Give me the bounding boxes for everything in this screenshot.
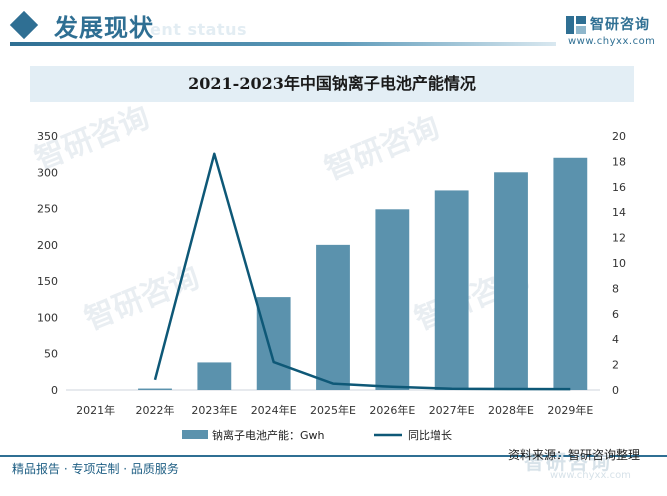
y-left-tick-label: 350 bbox=[37, 130, 58, 143]
footer-slogan: 精品报告 · 专项定制 · 品质服务 bbox=[12, 462, 179, 476]
y-left-tick-label: 300 bbox=[37, 166, 58, 179]
x-tick-label: 2027年E bbox=[429, 403, 475, 417]
y-right-tick-label: 4 bbox=[612, 333, 619, 346]
legend-label-capacity: 钠离子电池产能：Gwh bbox=[212, 428, 325, 442]
brand: 智研咨询 www.chyxx.com bbox=[566, 12, 662, 52]
bar bbox=[316, 244, 350, 390]
legend-label-growth: 同比增长 bbox=[408, 428, 452, 442]
x-tick-label: 2022年 bbox=[136, 403, 175, 417]
chart-title-band: 2021-2023年中国钠离子电池产能情况 bbox=[30, 66, 634, 102]
y-left-tick-label: 100 bbox=[37, 311, 58, 324]
y-left-tick-label: 150 bbox=[37, 275, 58, 288]
y-right-tick-label: 20 bbox=[612, 130, 626, 143]
y-right-tick-label: 2 bbox=[612, 359, 619, 372]
y-right-tick-label: 12 bbox=[612, 232, 626, 245]
footer-source-block: 智研咨询 www.chyxx.com 资料来源：智研咨询整理 bbox=[488, 446, 664, 490]
y-right-tick-label: 18 bbox=[612, 155, 626, 168]
section-subtitle-watermark: ent status bbox=[150, 20, 247, 39]
x-tick-label: 2028年E bbox=[488, 403, 534, 417]
y-left-tick-label: 250 bbox=[37, 203, 58, 216]
bar bbox=[553, 157, 588, 390]
watermark-text: 智研咨询 bbox=[320, 110, 444, 187]
watermark-text: 智研咨询 bbox=[80, 260, 204, 337]
header-rule bbox=[10, 42, 556, 46]
bar bbox=[197, 362, 232, 390]
bar bbox=[256, 297, 291, 390]
brand-url: www.chyxx.com bbox=[568, 36, 656, 47]
y-right-tick-label: 16 bbox=[612, 181, 626, 194]
x-tick-label: 2025年E bbox=[310, 403, 356, 417]
x-tick-label: 2029年E bbox=[547, 403, 593, 417]
brand-name: 智研咨询 bbox=[590, 17, 650, 33]
bar bbox=[138, 388, 172, 390]
y-right-tick-label: 6 bbox=[612, 308, 619, 321]
bar bbox=[375, 209, 410, 390]
y-right-tick-label: 10 bbox=[612, 257, 626, 270]
y-right-tick-label: 14 bbox=[612, 206, 626, 219]
y-left-tick-label: 200 bbox=[37, 239, 58, 252]
chart-title: 2021-2023年中国钠离子电池产能情况 bbox=[188, 74, 476, 93]
legend: 钠离子电池产能：Gwh 同比增长 bbox=[182, 428, 452, 442]
bar bbox=[434, 190, 469, 390]
growth-line bbox=[153, 152, 571, 391]
header: 发展现状 ent status 智研咨询 www.chyxx.com bbox=[0, 0, 667, 58]
y-left-tick-label: 0 bbox=[51, 384, 58, 397]
x-tick-label: 2024年E bbox=[251, 403, 297, 417]
chart: 智研咨询 智研咨询 智研咨询 智研咨询 05010015020025030035… bbox=[30, 100, 626, 442]
y-right-tick-label: 8 bbox=[612, 282, 619, 295]
legend-swatch-bar bbox=[182, 430, 208, 439]
x-tick-label: 2021年 bbox=[76, 403, 115, 417]
footer-rule bbox=[0, 455, 667, 457]
x-tick-label: 2023年E bbox=[191, 403, 237, 417]
y-right-tick-label: 0 bbox=[612, 384, 619, 397]
footer-logo-url: www.chyxx.com bbox=[550, 470, 631, 481]
bar bbox=[494, 172, 528, 390]
plot-area: 0 50 100 150 200 250 300 350 0 2 4 6 8 10 12 14 16 18 20 20… bbox=[37, 130, 626, 417]
data-source: 资料来源：智研咨询整理 bbox=[508, 448, 641, 462]
brand-logo-icon bbox=[566, 16, 586, 34]
section-title: 发展现状 bbox=[54, 14, 154, 42]
y-left-tick-label: 50 bbox=[44, 348, 58, 361]
footer-logo-watermark: 智研咨询 bbox=[524, 450, 612, 474]
x-tick-label: 2026年E bbox=[369, 403, 415, 417]
